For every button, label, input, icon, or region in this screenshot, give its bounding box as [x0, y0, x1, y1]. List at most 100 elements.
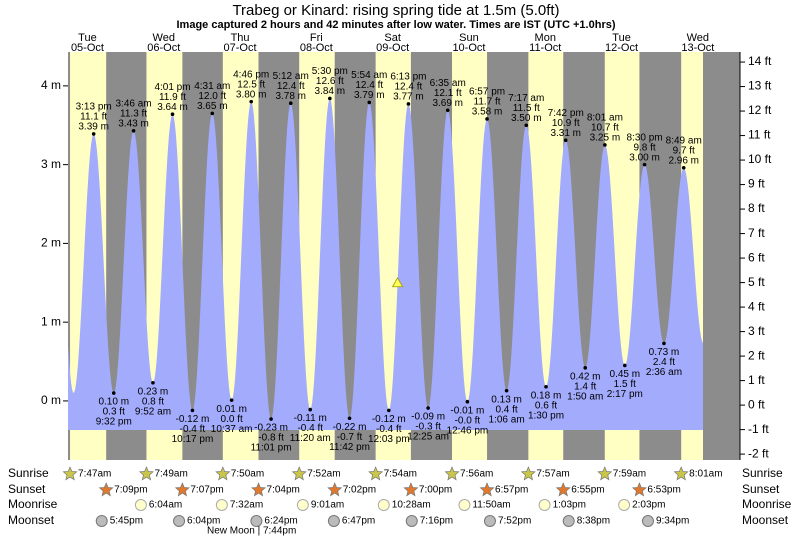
moonrise-icon [296, 499, 309, 511]
tide-label: 0.23 m [138, 386, 169, 397]
tide-label: 3.00 m [629, 152, 660, 163]
moonset-time: 8:38pm [577, 516, 610, 527]
tide-label: -0.3 ft [415, 422, 441, 433]
sunset-time: 7:00pm [419, 485, 452, 496]
tide-label: 5:12 am [273, 71, 309, 82]
sunset-icon [555, 482, 571, 497]
tide-label: 8:30 pm [627, 132, 663, 143]
tide-label: 12.6 ft [316, 76, 344, 87]
y2-tick-label: 7 ft [748, 226, 765, 240]
sunrise-icon [138, 466, 154, 481]
day-date: 13-Oct [681, 42, 714, 54]
tide-point [642, 162, 647, 167]
new-moon: New Moon | 7:44pm [207, 526, 296, 537]
tide-label: 0.6 ft [535, 400, 557, 411]
tide-label: 12.4 ft [355, 80, 383, 91]
day-date: 07-Oct [224, 42, 257, 54]
sunset-icon [174, 482, 190, 497]
tide-label: -0.12 m [372, 414, 406, 425]
tide-label: 3.78 m [275, 91, 306, 102]
tide-label: 9:52 am [135, 406, 171, 417]
tide-label: 11.1 ft [80, 112, 107, 123]
tide-label: 9.7 ft [673, 145, 695, 156]
moonset-icon [250, 515, 263, 527]
tide-point [406, 102, 411, 106]
day-date: 11-Oct [529, 42, 561, 54]
tide-label: 12.4 ft [395, 82, 423, 93]
moonset-icon [327, 515, 340, 527]
tide-label: 12.1 ft [434, 88, 462, 99]
tide-label: -0.09 m [411, 412, 445, 423]
tide-label: 0.4 ft [495, 404, 517, 415]
tide-label: 1:30 pm [528, 410, 564, 421]
y-tick-label: 0 m [41, 393, 61, 407]
sunrise-time: 7:57am [536, 469, 569, 480]
y-tick-label: 3 m [41, 157, 61, 171]
tide-label: 0.45 m [610, 369, 641, 380]
sunrise-icon [62, 466, 78, 481]
tide-label: 10.7 ft [591, 123, 619, 134]
row-label: Moonrise [742, 497, 792, 511]
tide-label: 3.25 m [590, 133, 621, 144]
tide-label: -0.7 ft [337, 432, 363, 443]
moonrise-time: 10:28am [392, 500, 431, 511]
row-label: Sunset [742, 482, 780, 496]
y2-tick-label: 9 ft [748, 177, 765, 191]
moonset-time: 6:24pm [264, 516, 297, 527]
y2-tick-label: 10 ft [748, 152, 772, 166]
sunset-icon [479, 482, 495, 497]
tide-label: 0.18 m [531, 390, 562, 401]
sunrise-time: 8:01am [689, 469, 722, 480]
tide-label: 3.84 m [315, 86, 346, 97]
moonrise-icon [458, 499, 471, 511]
sunrise-time: 7:49am [154, 469, 187, 480]
day-date: 10-Oct [452, 42, 485, 54]
tide-label: 9.8 ft [633, 142, 655, 153]
day-date: 08-Oct [300, 42, 333, 54]
tide-point [190, 408, 195, 413]
tide-point [387, 408, 391, 413]
moonset-icon [405, 515, 418, 527]
tide-label: -0.8 ft [258, 433, 284, 444]
sunrise-time: 7:54am [384, 469, 417, 480]
tide-label: 3:46 am [116, 98, 152, 109]
sunset-time: 7:04pm [267, 485, 300, 496]
day-name: Wed [153, 32, 175, 44]
moonset-icon [173, 515, 186, 527]
y2-tick-label: -2 ft [748, 446, 769, 460]
day-name: Tue [78, 32, 97, 44]
moonrise-icon [215, 499, 228, 511]
y2-tick-label: 8 ft [748, 201, 765, 215]
moonrise-time: 11:50am [472, 500, 510, 511]
tide-point [623, 363, 627, 368]
tide-label: -0.22 m [333, 422, 367, 433]
tide-area [68, 98, 703, 430]
y2-tick-label: 5 ft [748, 275, 765, 289]
tide-label: 11:20 am [290, 433, 331, 444]
day-name: Sat [384, 32, 401, 44]
tide-label: 11.9 ft [159, 92, 186, 103]
day-name: Wed [687, 32, 709, 44]
sunrise-icon [597, 466, 613, 481]
tide-point [524, 123, 529, 128]
y2-tick-label: 0 ft [748, 397, 765, 411]
tide-label: 11:01 pm [251, 443, 292, 454]
sunrise-time: 7:52am [307, 469, 340, 480]
sunset-time: 6:53pm [647, 485, 680, 496]
row-label: Moonrise [8, 497, 58, 511]
moonrise-icon [377, 499, 390, 511]
tide-point [91, 132, 96, 136]
moonrise-time: 6:04am [149, 500, 182, 511]
moonset-time: 6:47pm [342, 516, 375, 527]
row-label: Sunset [8, 482, 46, 496]
tide-label: -0.11 m [294, 413, 327, 424]
sunrise-icon [368, 466, 384, 481]
tide-label: 0.0 ft [221, 414, 243, 425]
y2-tick-label: 2 ft [748, 348, 765, 362]
tide-label: 3.77 m [393, 92, 424, 103]
tide-point [662, 341, 666, 346]
moonrise-time: 2:03pm [632, 500, 665, 511]
sunset-time: 6:55pm [571, 485, 604, 496]
moonrise-time: 7:32am [230, 500, 263, 511]
day-name: Sun [459, 32, 479, 44]
